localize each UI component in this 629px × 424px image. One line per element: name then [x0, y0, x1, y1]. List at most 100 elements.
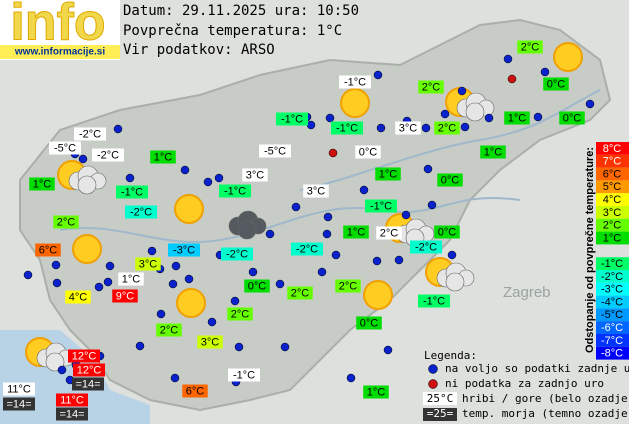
temperature-label: 3°C: [307, 185, 326, 197]
temperature-box: [276, 112, 308, 126]
legend-dot: [428, 379, 438, 389]
temperature-box: [363, 385, 389, 399]
station-dot: [376, 123, 386, 133]
temperature-label: -2°C: [226, 248, 248, 260]
temperature-box: [92, 148, 124, 162]
scale-title: Odstopanje od povprečne temperature:: [584, 147, 596, 353]
temperature-label: 2°C: [380, 227, 399, 239]
temperature-label: 1°C: [484, 146, 503, 158]
temperature-box: [228, 368, 260, 382]
temperature-box: [72, 377, 104, 391]
temperature-label: 3°C: [246, 169, 265, 181]
temperature-box: [517, 40, 543, 54]
scale-label: 6°C: [603, 168, 622, 180]
station-dot: [373, 70, 383, 80]
station-dot: [170, 373, 180, 383]
temperature-label: -2°C: [79, 128, 101, 140]
temperature-box: [434, 121, 460, 135]
temperature-box: [335, 279, 361, 293]
station-dot: [585, 99, 595, 109]
scale-swatch: [596, 167, 629, 181]
temperature-box: [197, 335, 223, 349]
scale-swatch: [596, 154, 629, 168]
temperature-label: 1°C: [367, 386, 386, 398]
cloud-part: [465, 102, 485, 122]
temperature-label: -2°C: [97, 149, 119, 161]
scale-label: -2°C: [601, 271, 623, 283]
station-dot: [184, 274, 194, 284]
station-dot: [484, 113, 494, 123]
temperature-label: 1°C: [508, 112, 527, 124]
site-url[interactable]: www.informacije.si: [14, 47, 105, 58]
station-dot: [51, 260, 61, 270]
station-dot: [52, 278, 62, 288]
station-dot: [331, 250, 341, 260]
temperature-box: [244, 279, 270, 293]
city-label: Zagreb: [503, 284, 551, 301]
station-dot: [540, 67, 550, 77]
temperature-box: [3, 397, 35, 411]
station-dot: [280, 342, 290, 352]
scale-swatch: [596, 334, 629, 347]
scale-label: -7°C: [601, 335, 623, 347]
station-dot: [230, 296, 240, 306]
temperature-label: -2°C: [130, 206, 152, 218]
temperature-box: [68, 349, 100, 363]
temperature-box: [343, 225, 369, 239]
legend-title: Legenda:: [424, 349, 477, 362]
temperature-box: [375, 167, 401, 181]
scale-label: -8°C: [601, 348, 623, 360]
temperature-label: -5°C: [54, 142, 76, 154]
station-dot: [275, 279, 285, 289]
temperature-label: -1°C: [224, 185, 246, 197]
legend-swatch: [423, 392, 457, 405]
temperature-label: -2°C: [415, 241, 437, 253]
station-dot: [421, 123, 431, 133]
station-dot: [503, 54, 513, 64]
legend-text: ni podatka za zadnjo uro: [445, 377, 604, 390]
station-dot: [57, 365, 67, 375]
station-dot: [401, 210, 411, 220]
temperature-box: [65, 290, 91, 304]
temperature-label: 3°C: [399, 122, 418, 134]
scale-swatch: [596, 142, 629, 155]
temperature-box: [219, 184, 251, 198]
station-dot: [156, 309, 166, 319]
temperature-box: [73, 363, 105, 377]
scale-label: -5°C: [601, 309, 623, 321]
cloud-icon: [68, 165, 107, 195]
temperature-box: [418, 294, 450, 308]
station-dot: [372, 256, 382, 266]
temperature-label: 2°C: [160, 324, 179, 336]
station-dot: [147, 246, 157, 256]
temperature-label: =14=: [75, 378, 100, 390]
temperature-box: [291, 242, 323, 256]
sun-icon: [176, 288, 206, 318]
cloud-part: [445, 272, 465, 292]
station-dot: [168, 279, 178, 289]
temperature-box: [410, 240, 442, 254]
station-dot: [383, 345, 393, 355]
temperature-box: [437, 173, 463, 187]
station-dot: [214, 173, 224, 183]
temperature-box: [418, 80, 444, 94]
temperature-box: [339, 75, 371, 89]
temperature-box: [355, 145, 381, 159]
temperature-label: =14=: [6, 398, 31, 410]
scale-swatch: [596, 308, 629, 322]
temperature-label: 0°C: [563, 112, 582, 124]
scale-label: 7°C: [603, 156, 622, 168]
temperature-label: -1°C: [281, 113, 303, 125]
station-dot-missing: [507, 74, 517, 84]
scale-label: 4°C: [603, 194, 622, 206]
station-dot: [447, 250, 457, 260]
station-dot: [323, 212, 333, 222]
scale-swatch: [596, 321, 629, 334]
station-dot: [78, 154, 88, 164]
source-line: Vir podatkov: ARSO: [123, 42, 275, 58]
scale-swatch: [596, 218, 629, 232]
temperature-box: [504, 111, 530, 125]
temperature-label: 9°C: [116, 290, 135, 302]
temperature-label: 3°C: [139, 258, 158, 270]
temperature-label: -2°C: [296, 243, 318, 255]
